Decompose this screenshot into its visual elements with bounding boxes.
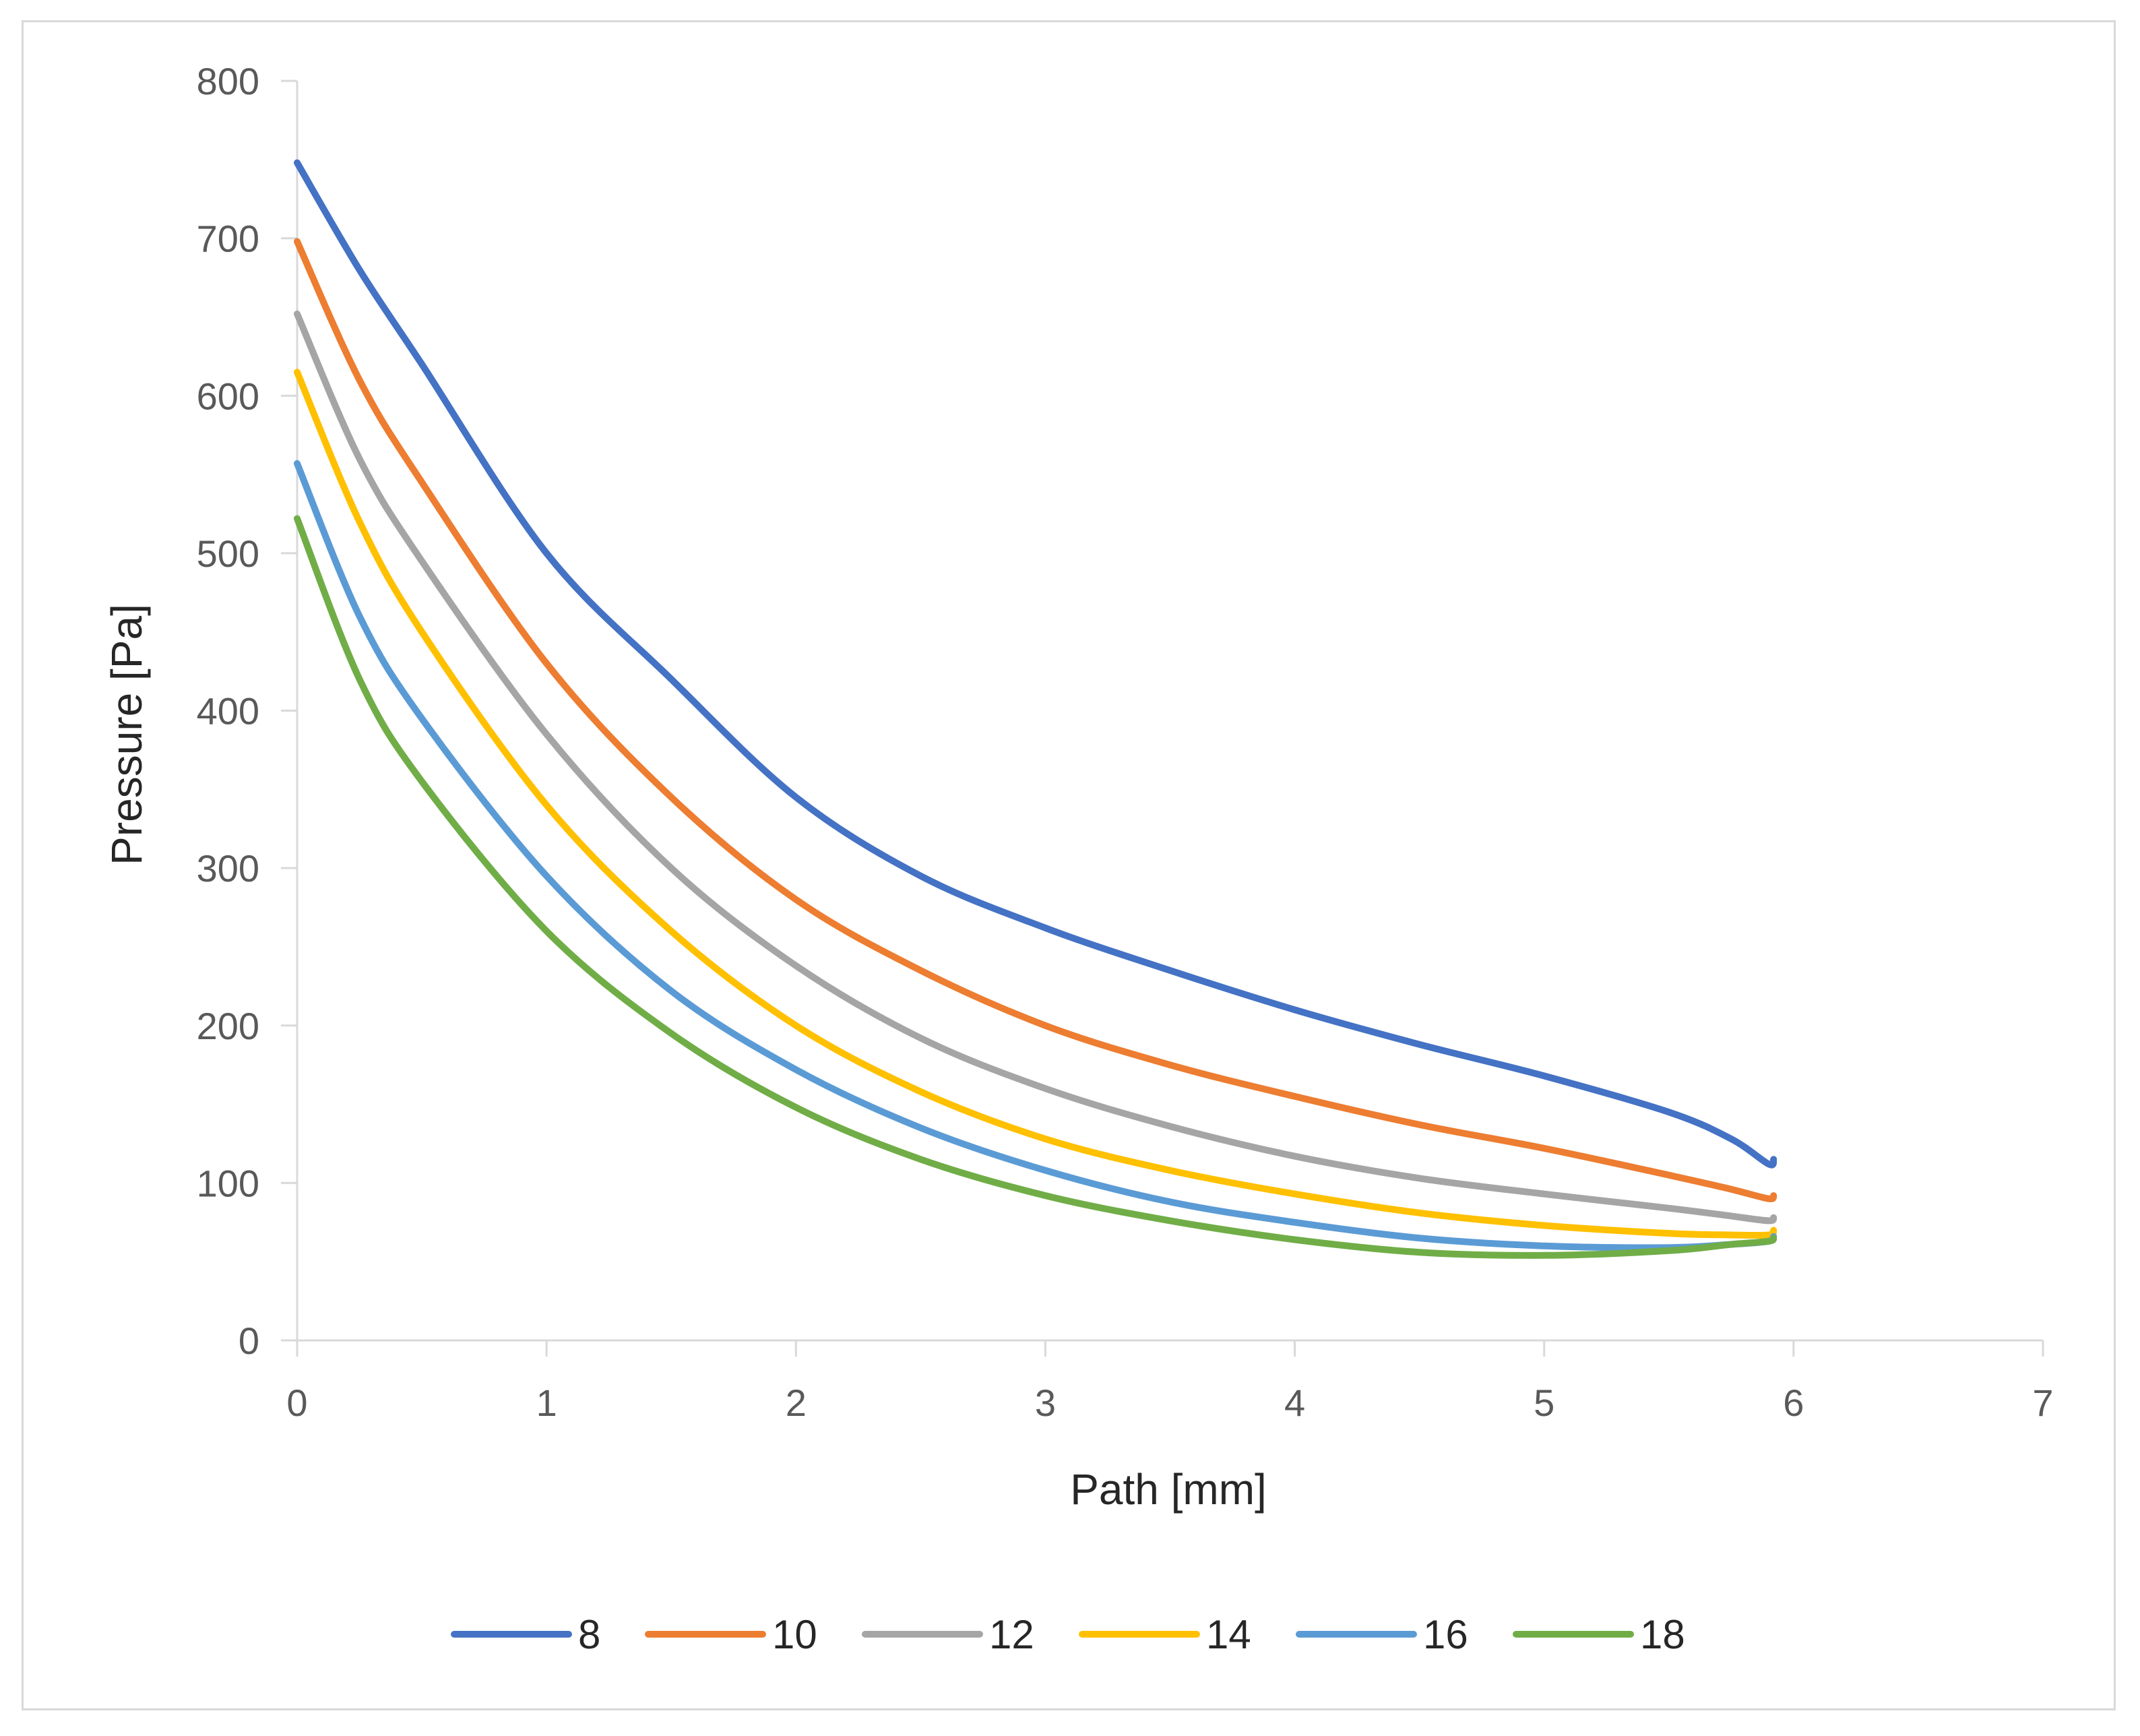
x-tick-label: 4 — [1284, 1382, 1305, 1424]
x-tick-label: 3 — [1035, 1382, 1056, 1424]
x-tick-label: 5 — [1534, 1382, 1554, 1424]
series-line-10 — [294, 238, 1777, 1202]
legend-label-14: 14 — [1206, 1612, 1251, 1657]
legend-label-8: 8 — [578, 1612, 600, 1657]
chart-frame — [22, 20, 2116, 1710]
x-tick-label: 2 — [786, 1382, 807, 1424]
axes: 0 100 200 300 400 500 600 700 800 0 1 2 3 4 5 6 7 — [197, 60, 2054, 1424]
y-tick-label: 100 — [197, 1162, 259, 1204]
series-line-8 — [294, 159, 1777, 1169]
series-line-18 — [294, 515, 1777, 1259]
legend-label-12: 12 — [989, 1612, 1034, 1657]
x-tick-label: 7 — [2032, 1382, 2053, 1424]
x-axis-title: Path [mm] — [1070, 1465, 1267, 1514]
y-tick-label: 600 — [197, 375, 259, 417]
y-tick-label: 700 — [197, 218, 259, 260]
x-tick-label: 6 — [1783, 1382, 1804, 1424]
series-line-16 — [294, 460, 1777, 1251]
y-tick-label: 300 — [197, 847, 259, 890]
series-line-12 — [294, 310, 1777, 1224]
legend-label-10: 10 — [772, 1612, 817, 1657]
y-tick-label: 800 — [197, 60, 259, 102]
y-tick-label: 200 — [197, 1005, 259, 1047]
x-tick-label: 1 — [536, 1382, 557, 1424]
legend-label-16: 16 — [1423, 1612, 1468, 1657]
legend: 8 10 12 14 16 18 — [451, 1612, 1685, 1657]
y-axis-title: Pressure [Pa] — [102, 604, 151, 865]
y-tick-label: 400 — [197, 690, 259, 733]
y-tick-label: 0 — [239, 1320, 259, 1362]
legend-label-18: 18 — [1640, 1612, 1685, 1657]
series-line-14 — [294, 369, 1777, 1239]
y-tick-label: 500 — [197, 532, 259, 575]
x-tick-label: 0 — [286, 1382, 307, 1424]
series-lines — [294, 159, 1777, 1259]
